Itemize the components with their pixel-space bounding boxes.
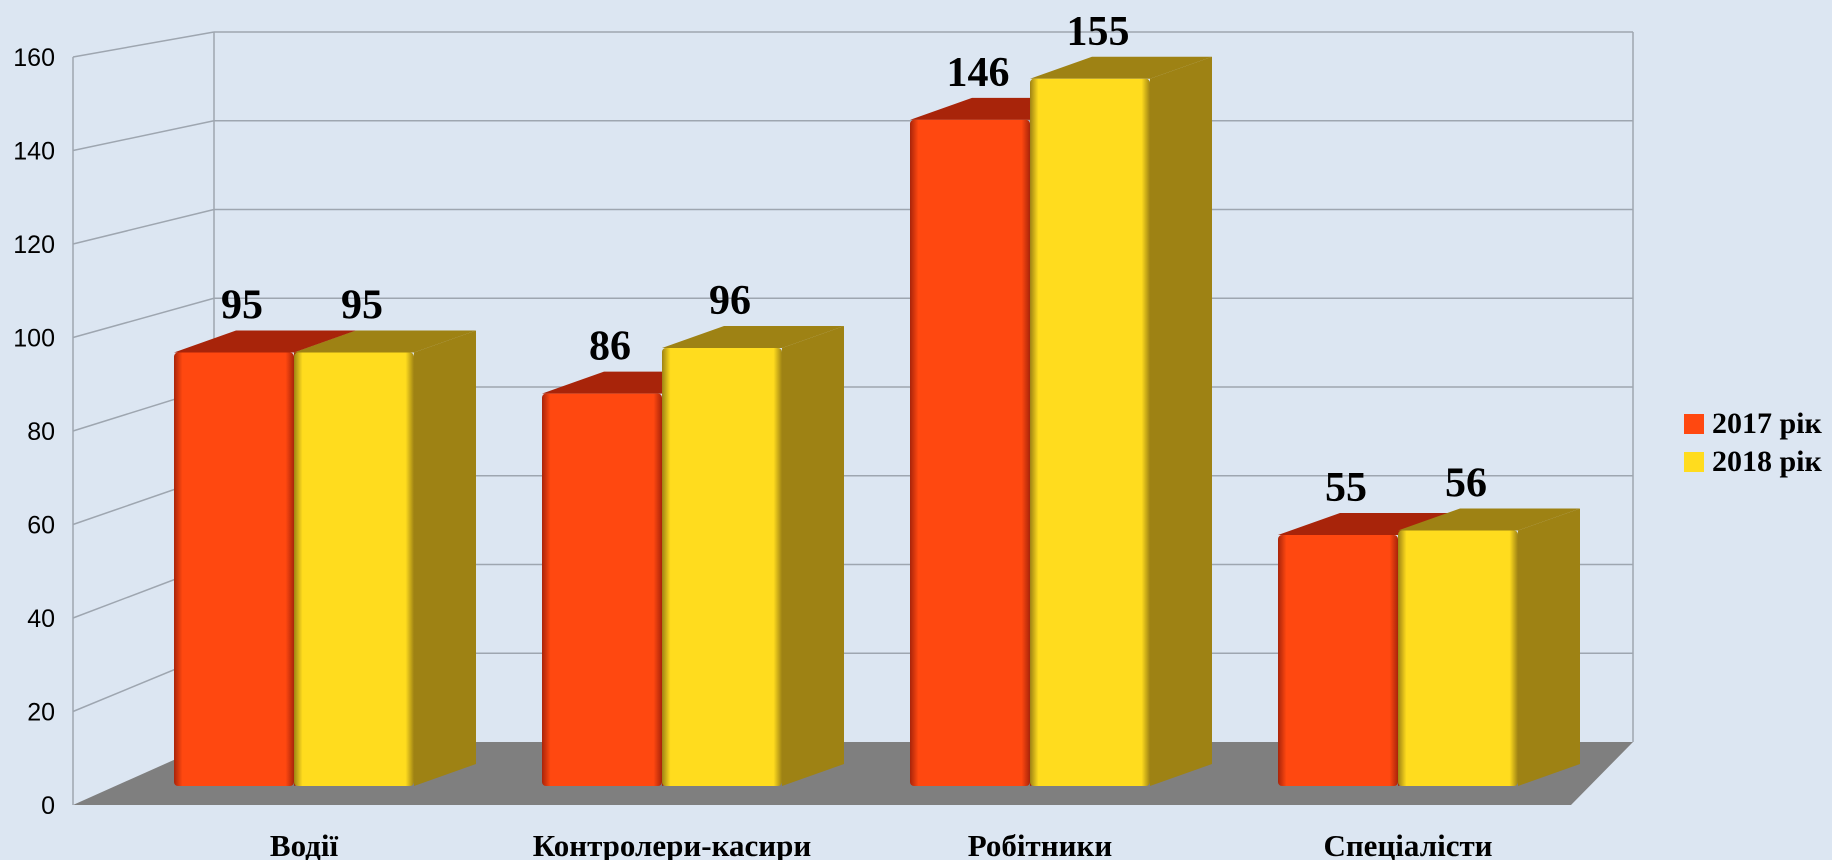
data-label: 155	[1067, 9, 1130, 55]
gridline-side	[72, 31, 215, 58]
x-tick-label: Контролери-касири	[533, 828, 812, 860]
bar-front	[1030, 78, 1150, 787]
gridline-side	[72, 297, 215, 339]
legend-label: 2017 рік	[1712, 407, 1823, 440]
y-tick-label: 0	[41, 792, 55, 820]
bar	[662, 325, 844, 786]
bar-top	[1398, 508, 1580, 531]
y-axis: 0 20 40 60 80 100 120 140 160	[13, 44, 55, 820]
bar-front	[1278, 535, 1398, 786]
gridline-side	[72, 120, 215, 152]
data-labels: 95 95 86 96 146 155 55 56	[221, 9, 1487, 511]
x-tick-label: Водії	[270, 828, 339, 860]
data-label: 55	[1325, 465, 1367, 511]
bar-front	[294, 352, 414, 786]
bar-top	[662, 325, 844, 348]
bar-top	[1278, 513, 1460, 536]
data-label: 95	[221, 283, 263, 329]
y-tick-label: 60	[27, 512, 55, 540]
x-axis: Водії Контролери-касири Робітники Спеціаліс…	[270, 828, 1493, 860]
bar	[1398, 508, 1580, 786]
y-tick-label: 140	[13, 138, 55, 166]
y-tick-label: 100	[13, 325, 55, 353]
data-label: 86	[589, 324, 631, 370]
legend-item: 2018 рік	[1684, 445, 1823, 478]
data-label: 96	[709, 278, 751, 324]
data-label: 95	[341, 283, 383, 329]
legend-label: 2018 рік	[1712, 445, 1823, 478]
legend-swatch	[1684, 452, 1704, 472]
y-tick-label: 80	[27, 418, 55, 446]
bar-front	[542, 393, 662, 786]
bar-top	[174, 330, 356, 353]
bar	[294, 330, 476, 786]
bar-top	[294, 330, 476, 353]
bar-side	[782, 325, 844, 786]
data-label: 146	[947, 50, 1010, 96]
bar-front	[910, 119, 1030, 787]
legend: 2017 рік 2018 рік	[1684, 407, 1823, 478]
bar-front	[1398, 530, 1518, 786]
legend-item: 2017 рік	[1684, 407, 1823, 440]
bar-top	[1030, 56, 1212, 79]
data-label: 56	[1445, 460, 1487, 506]
x-tick-label: Спеціалісти	[1323, 828, 1492, 860]
bar-front	[174, 352, 294, 786]
legend-swatch	[1684, 414, 1704, 434]
bar-side	[1150, 56, 1212, 787]
y-tick-label: 160	[13, 44, 55, 72]
bar-side	[1518, 508, 1580, 786]
y-tick-label: 20	[27, 699, 55, 727]
bar	[1030, 56, 1212, 787]
bar-side	[414, 330, 476, 786]
bar-front	[662, 347, 782, 786]
bars-group	[174, 56, 1580, 787]
x-tick-label: Робітники	[968, 828, 1113, 860]
y-tick-label: 40	[27, 605, 55, 633]
gridline-side	[72, 208, 215, 245]
y-tick-label: 120	[13, 231, 55, 259]
